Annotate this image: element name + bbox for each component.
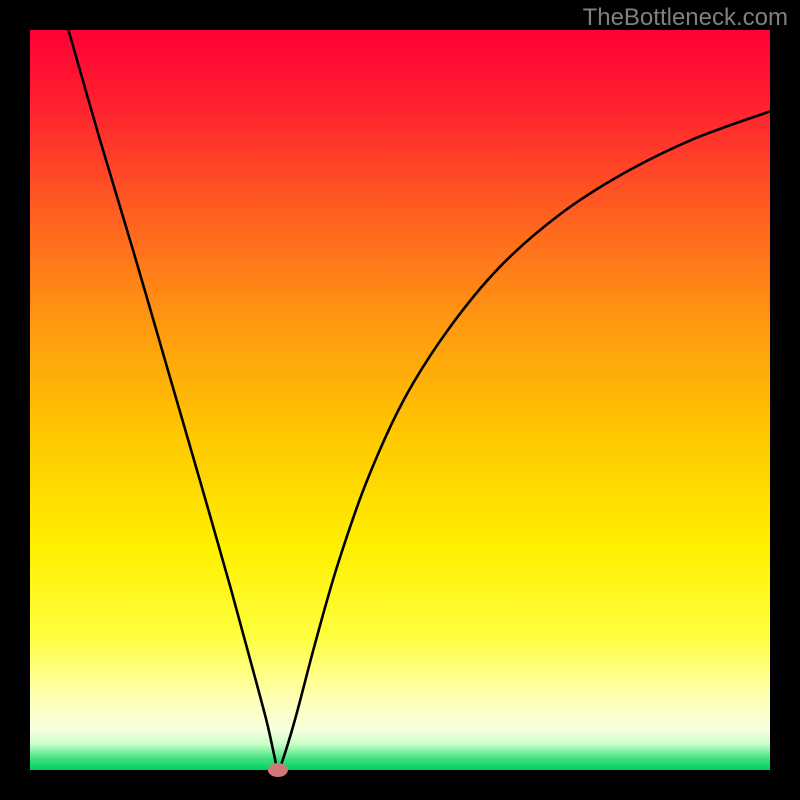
chart-svg <box>0 0 800 800</box>
chart-container: TheBottleneck.com <box>0 0 800 800</box>
watermark-text: TheBottleneck.com <box>583 4 788 32</box>
plot-background <box>30 30 770 770</box>
minimum-marker <box>268 763 288 777</box>
